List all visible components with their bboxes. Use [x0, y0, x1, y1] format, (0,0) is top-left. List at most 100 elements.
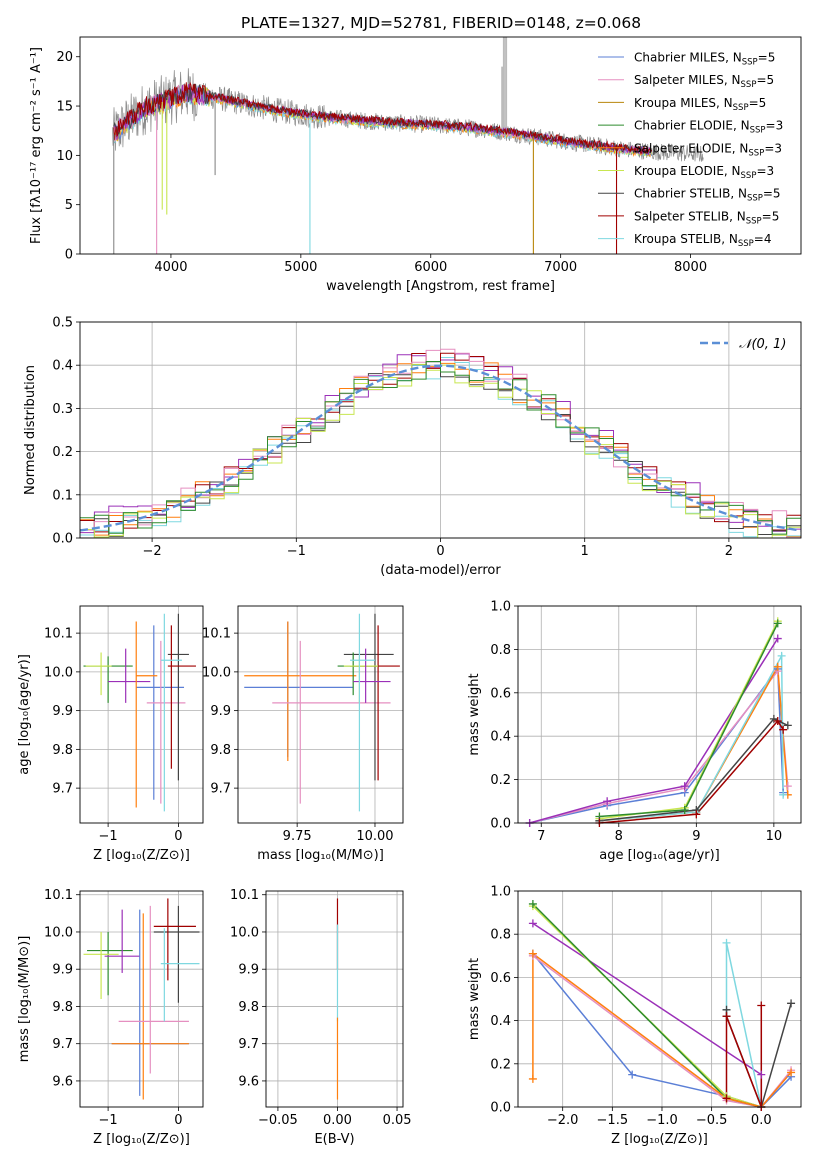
axes-frame — [265, 890, 404, 1108]
x-tick-label: 10 — [766, 829, 783, 844]
x-axis-label: E(B-V) — [314, 1132, 354, 1147]
x-tick-label: −2 — [143, 544, 162, 559]
y-tick-label: 1.0 — [490, 885, 511, 900]
legend-entry: Kroupa MILES, NSSP=5 — [634, 96, 766, 113]
weight-marker — [628, 1070, 637, 1079]
x-tick-label: −1.0 — [646, 1113, 678, 1128]
y-tick-label: 9.8 — [210, 743, 231, 758]
weight-vs-metallicity-panel: −2.0 −1.5 −1.0 −0.5 0.0 0.0 0.2 0.4 0.6 0.8 1.0 Z [… — [467, 885, 802, 1147]
y-axis-label: Flux [fλ10⁻¹⁷ erg cm⁻² s⁻¹ A⁻¹] — [29, 47, 44, 244]
weight-marker — [773, 717, 782, 726]
y-tick-label: 9.7 — [52, 782, 73, 797]
y-tick-label: 10.1 — [44, 888, 73, 903]
weight-series — [599, 653, 784, 822]
x-tick-label: 2 — [725, 544, 733, 559]
legend-entry: Salpeter STELIB, NSSP=5 — [634, 209, 779, 226]
x-axis-label: Z [log₁₀(Z/Z⊙)] — [93, 848, 190, 863]
legend-entry: Salpeter MILES, NSSP=5 — [634, 73, 774, 90]
legend-entry: Kroupa ELODIE, NSSP=3 — [634, 164, 774, 181]
y-tick-label: 10 — [56, 149, 73, 164]
axes-frame — [79, 321, 802, 539]
x-tick-label: −2.0 — [547, 1113, 579, 1128]
y-tick-label: 0.6 — [490, 686, 511, 701]
y-axis-label: mass weight — [467, 958, 482, 1040]
model-spectrum-chabrier_stelib — [113, 83, 653, 155]
weight-series — [725, 1005, 763, 1107]
y-tick-label: 0.6 — [490, 971, 511, 986]
x-tick-label: 5000 — [284, 260, 317, 275]
y-axis-label: mass weight — [467, 673, 482, 755]
weight-marker — [783, 721, 792, 730]
residuals-panel: −2 −1 0 1 2 0.0 0.1 0.2 0.3 0.4 0.5 (data-model)/er… — [23, 316, 802, 578]
weight-series — [599, 717, 789, 822]
y-axis-label: mass [log₁₀(M/M⊙)] — [17, 936, 32, 1063]
x-tick-label: 9.75 — [283, 829, 312, 844]
x-tick-label: −1 — [287, 544, 306, 559]
y-tick-label: 0 — [65, 248, 73, 263]
weight-marker — [787, 999, 796, 1008]
weight-marker — [777, 651, 786, 660]
y-tick-label: 5 — [65, 198, 73, 213]
normal-distribution-curve — [80, 364, 801, 532]
weight-marker — [773, 662, 782, 671]
x-tick-label: −1.5 — [597, 1113, 629, 1128]
weight-marker — [603, 797, 612, 806]
x-tick-label: 7 — [537, 829, 545, 844]
chart-title: PLATE=1327, MJD=52781, FIBERID=0148, z=0… — [241, 14, 641, 32]
legend-entry: Chabrier ELODIE, NSSP=3 — [634, 119, 783, 136]
weight-marker — [722, 938, 731, 947]
y-tick-label: 0.2 — [52, 445, 73, 460]
plot-area — [83, 613, 196, 812]
y-tick-label: 0.0 — [490, 1101, 511, 1116]
weight-series — [599, 719, 784, 823]
weight-series — [529, 638, 779, 823]
weight-marker — [680, 805, 689, 814]
mass-vs-metallicity-panel: −1 0 9.6 9.7 9.8 9.9 10.0 10.1 Z [log₁₀(Z/Z⊙)] ma… — [17, 888, 204, 1147]
y-tick-label: 9.8 — [238, 1000, 259, 1015]
x-tick-label: −1 — [99, 1113, 118, 1128]
x-axis-label: age [log₁₀(age/yr)] — [599, 848, 720, 863]
y-tick-label: 0.3 — [52, 402, 73, 417]
y-tick-label: 9.9 — [52, 963, 73, 978]
y-tick-label: 0.0 — [52, 532, 73, 547]
weight-marker — [773, 619, 782, 628]
legend-entry: Chabrier STELIB, NSSP=5 — [634, 187, 781, 204]
x-tick-label: 8000 — [674, 260, 707, 275]
y-tick-label: 0.2 — [490, 1057, 511, 1072]
age-vs-metallicity-panel: −1 0 9.7 9.8 9.9 10.0 10.1 Z [log₁₀(Z/Z⊙)] age [… — [17, 605, 204, 863]
x-tick-label: 9 — [692, 829, 700, 844]
weight-marker — [692, 810, 701, 819]
y-tick-label: 20 — [56, 50, 73, 65]
y-tick-label: 10.0 — [44, 665, 73, 680]
x-tick-label: −0.5 — [696, 1113, 728, 1128]
weight-marker — [528, 899, 537, 908]
x-tick-label: 0 — [436, 544, 444, 559]
y-tick-label: 9.9 — [210, 704, 231, 719]
legend-entry: 𝒩(0, 1) — [739, 337, 786, 352]
y-tick-label: 10.0 — [202, 665, 231, 680]
x-axis-label: Z [log₁₀(Z/Z⊙)] — [93, 1132, 190, 1147]
x-tick-label: 0.0 — [751, 1113, 772, 1128]
y-tick-label: 0.4 — [490, 1014, 511, 1029]
x-tick-label: 8 — [615, 829, 623, 844]
y-tick-label: 9.6 — [52, 1074, 73, 1089]
axes-frame — [79, 890, 204, 1108]
legend-entry: Salpeter ELODIE, NSSP=3 — [634, 141, 782, 158]
weight-marker — [779, 725, 788, 734]
x-axis-label: wavelength [Angstrom, rest frame] — [326, 279, 555, 294]
weight-marker — [773, 634, 782, 643]
y-tick-label: 0.0 — [490, 817, 511, 832]
y-tick-label: 0.4 — [52, 359, 73, 374]
y-tick-label: 9.7 — [52, 1037, 73, 1052]
y-tick-label: 10.0 — [44, 925, 73, 940]
x-axis-label: Z [log₁₀(Z/Z⊙)] — [611, 1132, 708, 1147]
y-tick-label: 1.0 — [490, 600, 511, 615]
y-tick-label: 9.7 — [210, 782, 231, 797]
y-tick-label: 15 — [56, 100, 73, 115]
y-tick-label: 10.1 — [202, 627, 231, 642]
y-tick-label: 9.8 — [52, 743, 73, 758]
y-tick-label: 10.0 — [230, 925, 259, 940]
x-tick-label: 10.00 — [356, 829, 393, 844]
y-axis-label: Normed distribution — [23, 365, 38, 495]
